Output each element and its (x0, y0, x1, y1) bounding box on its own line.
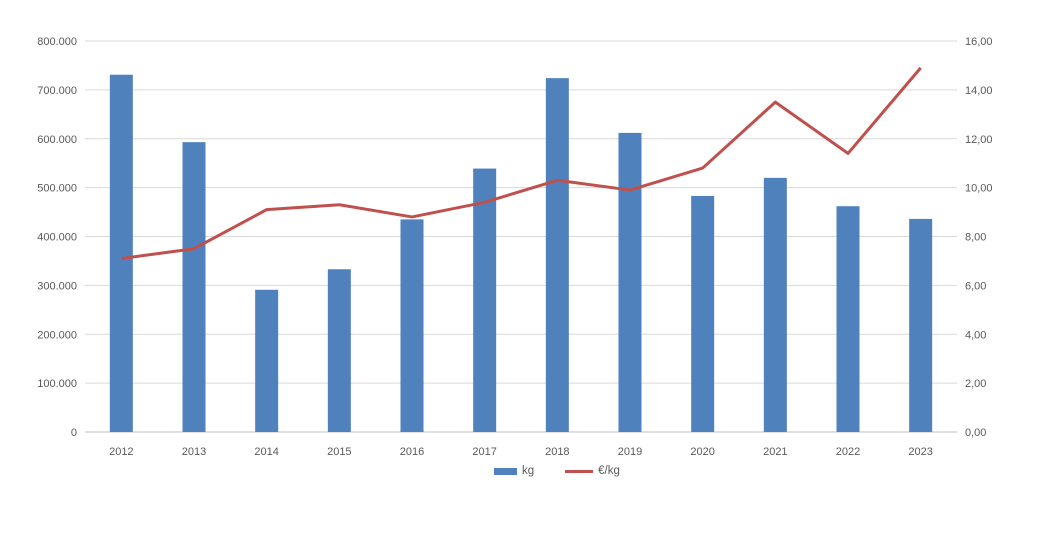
x-axis-label-2017: 2017 (472, 446, 496, 458)
left-axis-tick-label: 100.000 (37, 378, 77, 390)
right-axis-tick-label: 12,00 (965, 134, 993, 146)
bar-2018 (545, 78, 569, 433)
price-per-kg-line (121, 66, 922, 260)
x-axis-label-2018: 2018 (545, 446, 569, 458)
bar-2023 (909, 218, 933, 432)
left-axis-tick-label: 700.000 (37, 85, 77, 97)
price-legend-label: €/kg (598, 465, 620, 477)
kg-legend-label: kg (522, 465, 535, 477)
x-axis-label-2021: 2021 (763, 446, 787, 458)
bar-2021 (763, 177, 787, 432)
bar-2012 (109, 74, 133, 432)
x-axis-label-2015: 2015 (327, 446, 351, 458)
bar-2019 (618, 132, 642, 432)
kg-legend-swatch (494, 467, 517, 475)
x-axis-label-2013: 2013 (182, 446, 206, 458)
x-axis-label-2020: 2020 (690, 446, 714, 458)
x-axis-label-2023: 2023 (908, 446, 932, 458)
price-legend-swatch (565, 469, 594, 473)
left-axis-tick-label: 300.000 (37, 280, 77, 292)
left-axis-tick-label: 400.000 (37, 232, 77, 244)
x-axis-label-2012: 2012 (109, 446, 133, 458)
x-axis-label-2019: 2019 (618, 446, 642, 458)
bar-2013 (182, 142, 206, 432)
chart-legend: kg €/kg (494, 465, 620, 477)
bar-2020 (691, 195, 715, 432)
left-axis-tick-label: 0 (71, 427, 77, 439)
left-axis-tick-label: 800.000 (37, 36, 77, 48)
x-axis-label-2014: 2014 (254, 446, 278, 458)
right-axis-tick-label: 0,00 (965, 427, 986, 439)
left-axis-tick-label: 600.000 (37, 134, 77, 146)
x-axis-label-2022: 2022 (836, 446, 860, 458)
right-axis-tick-label: 6,00 (965, 280, 986, 292)
right-axis-tick-label: 16,00 (965, 36, 993, 48)
right-axis-tick-label: 14,00 (965, 85, 993, 97)
left-axis-tick-label: 200.000 (37, 329, 77, 341)
right-axis-tick-label: 10,00 (965, 183, 993, 195)
right-axis-tick-label: 2,00 (965, 378, 986, 390)
bar-2014 (255, 289, 279, 432)
bar-2017 (473, 168, 497, 432)
right-axis-tick-label: 4,00 (965, 329, 986, 341)
bar-2016 (400, 219, 424, 432)
bar-2015 (327, 269, 351, 432)
bar-2022 (836, 206, 860, 432)
left-axis-tick-label: 500.000 (37, 183, 77, 195)
right-axis-tick-label: 8,00 (965, 232, 986, 244)
x-axis-label-2016: 2016 (400, 446, 424, 458)
